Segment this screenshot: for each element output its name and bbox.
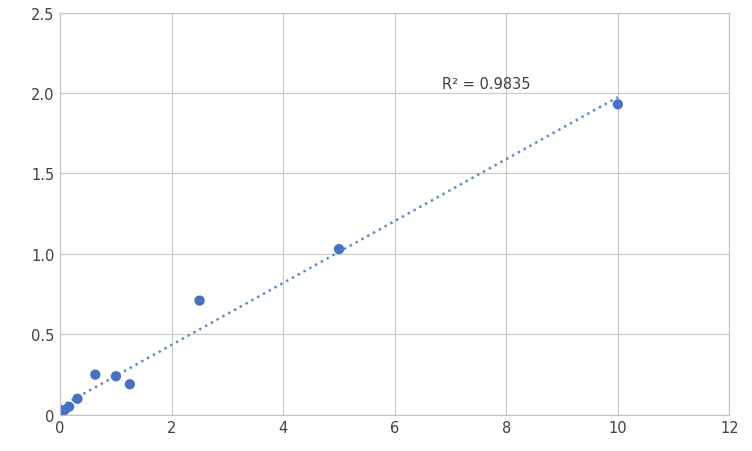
Point (110, 373, 122, 380)
Point (63, 403, 75, 410)
Point (333, 246, 345, 253)
Text: R² = 0.9835: R² = 0.9835 (442, 77, 531, 92)
Point (59, 406, 71, 414)
Point (54, 411, 66, 419)
Point (71, 395, 83, 402)
Point (124, 381, 136, 388)
Point (193, 297, 205, 304)
Point (612, 101, 624, 109)
Point (89, 371, 102, 378)
